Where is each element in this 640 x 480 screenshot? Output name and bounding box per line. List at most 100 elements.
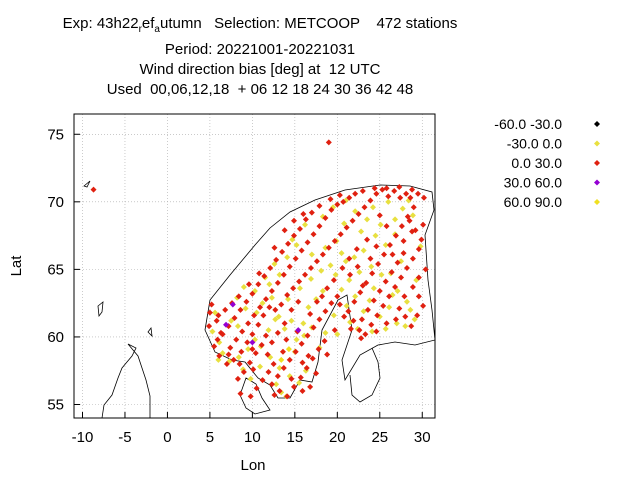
legend-marker xyxy=(594,160,600,166)
data-point xyxy=(319,293,326,300)
data-point xyxy=(338,286,345,293)
data-point xyxy=(402,313,409,320)
points-layer xyxy=(90,139,429,400)
data-point xyxy=(305,352,312,359)
chart-title-line1: Exp: 43h22refautumn Selection: METCOOP 4… xyxy=(62,15,458,35)
data-point xyxy=(403,298,410,305)
data-point xyxy=(313,370,320,377)
data-point xyxy=(244,339,251,346)
data-point xyxy=(292,348,299,355)
data-point xyxy=(288,375,295,382)
data-point xyxy=(339,265,346,272)
data-point xyxy=(386,242,393,249)
data-point xyxy=(382,242,389,249)
x-tick-label: -10 xyxy=(72,429,94,446)
data-point xyxy=(316,223,323,230)
data-point xyxy=(223,360,230,367)
data-point xyxy=(341,313,348,320)
data-point xyxy=(233,336,240,343)
data-point xyxy=(327,196,334,203)
data-point xyxy=(271,392,278,399)
x-tick-label: 10 xyxy=(244,429,261,446)
data-point xyxy=(342,258,349,265)
data-point xyxy=(216,352,223,359)
data-point xyxy=(256,270,263,277)
data-point xyxy=(351,298,358,305)
data-point xyxy=(235,293,242,300)
data-point xyxy=(367,255,374,262)
data-point xyxy=(268,381,275,388)
data-point xyxy=(331,238,338,245)
data-point xyxy=(373,328,380,335)
coastline-faroe xyxy=(147,326,153,338)
data-point xyxy=(303,365,310,372)
data-point xyxy=(382,278,389,285)
data-point xyxy=(403,265,410,272)
data-point xyxy=(409,283,416,290)
data-point xyxy=(334,293,341,300)
legend-label: -60.0 -30.0 xyxy=(494,116,562,132)
data-point xyxy=(290,285,297,292)
data-point xyxy=(237,306,244,313)
legend: -60.0 -30.0 -30.0 0.0 0.0 30.0 30.0 60.0 60.… xyxy=(494,116,600,210)
data-point xyxy=(371,185,378,192)
data-point xyxy=(279,248,286,255)
data-point xyxy=(219,350,226,357)
data-point xyxy=(370,297,377,304)
data-point xyxy=(271,244,278,251)
data-point xyxy=(276,387,283,394)
data-point xyxy=(372,232,379,239)
data-point xyxy=(239,328,246,335)
data-point xyxy=(398,274,405,281)
data-point xyxy=(268,287,275,294)
data-point xyxy=(268,294,275,301)
data-point xyxy=(415,293,422,300)
data-point xyxy=(315,346,322,353)
data-point xyxy=(346,194,353,201)
data-point xyxy=(374,312,381,319)
data-point xyxy=(410,204,417,211)
data-point xyxy=(304,332,311,339)
data-point xyxy=(364,306,371,313)
data-point xyxy=(330,312,337,319)
coastline-scandinavia xyxy=(204,184,436,399)
data-point xyxy=(358,335,365,342)
data-point xyxy=(347,325,354,332)
data-point xyxy=(284,254,291,261)
data-point xyxy=(273,256,280,263)
data-point xyxy=(209,328,216,335)
data-point xyxy=(265,369,272,376)
data-point xyxy=(299,359,306,366)
data-point xyxy=(240,369,247,376)
data-point xyxy=(227,344,234,351)
data-point xyxy=(369,328,376,335)
data-point xyxy=(401,293,408,300)
data-point xyxy=(352,208,359,215)
data-point xyxy=(281,320,288,327)
data-point xyxy=(420,302,427,309)
data-point xyxy=(249,331,256,338)
axes-layer: -10 -5 0 5 10 15 20 25 30 55 60 65 70 75 xyxy=(47,113,436,446)
data-point xyxy=(213,317,220,324)
data-point xyxy=(245,320,252,327)
data-point xyxy=(383,320,390,327)
data-point xyxy=(325,244,332,251)
data-point xyxy=(352,293,359,300)
data-point xyxy=(286,356,293,363)
data-point xyxy=(295,327,302,334)
data-point xyxy=(402,323,409,330)
data-point xyxy=(316,202,323,209)
data-point xyxy=(378,271,385,278)
data-point xyxy=(211,343,218,350)
data-point xyxy=(389,251,396,258)
data-point xyxy=(319,251,326,258)
x-tick-label: 15 xyxy=(287,429,304,446)
data-point xyxy=(280,365,287,372)
data-point xyxy=(267,265,274,272)
data-point xyxy=(403,190,410,197)
data-point xyxy=(288,306,295,313)
data-point xyxy=(276,365,283,372)
y-tick-label: 65 xyxy=(47,261,64,278)
data-point xyxy=(255,281,262,288)
